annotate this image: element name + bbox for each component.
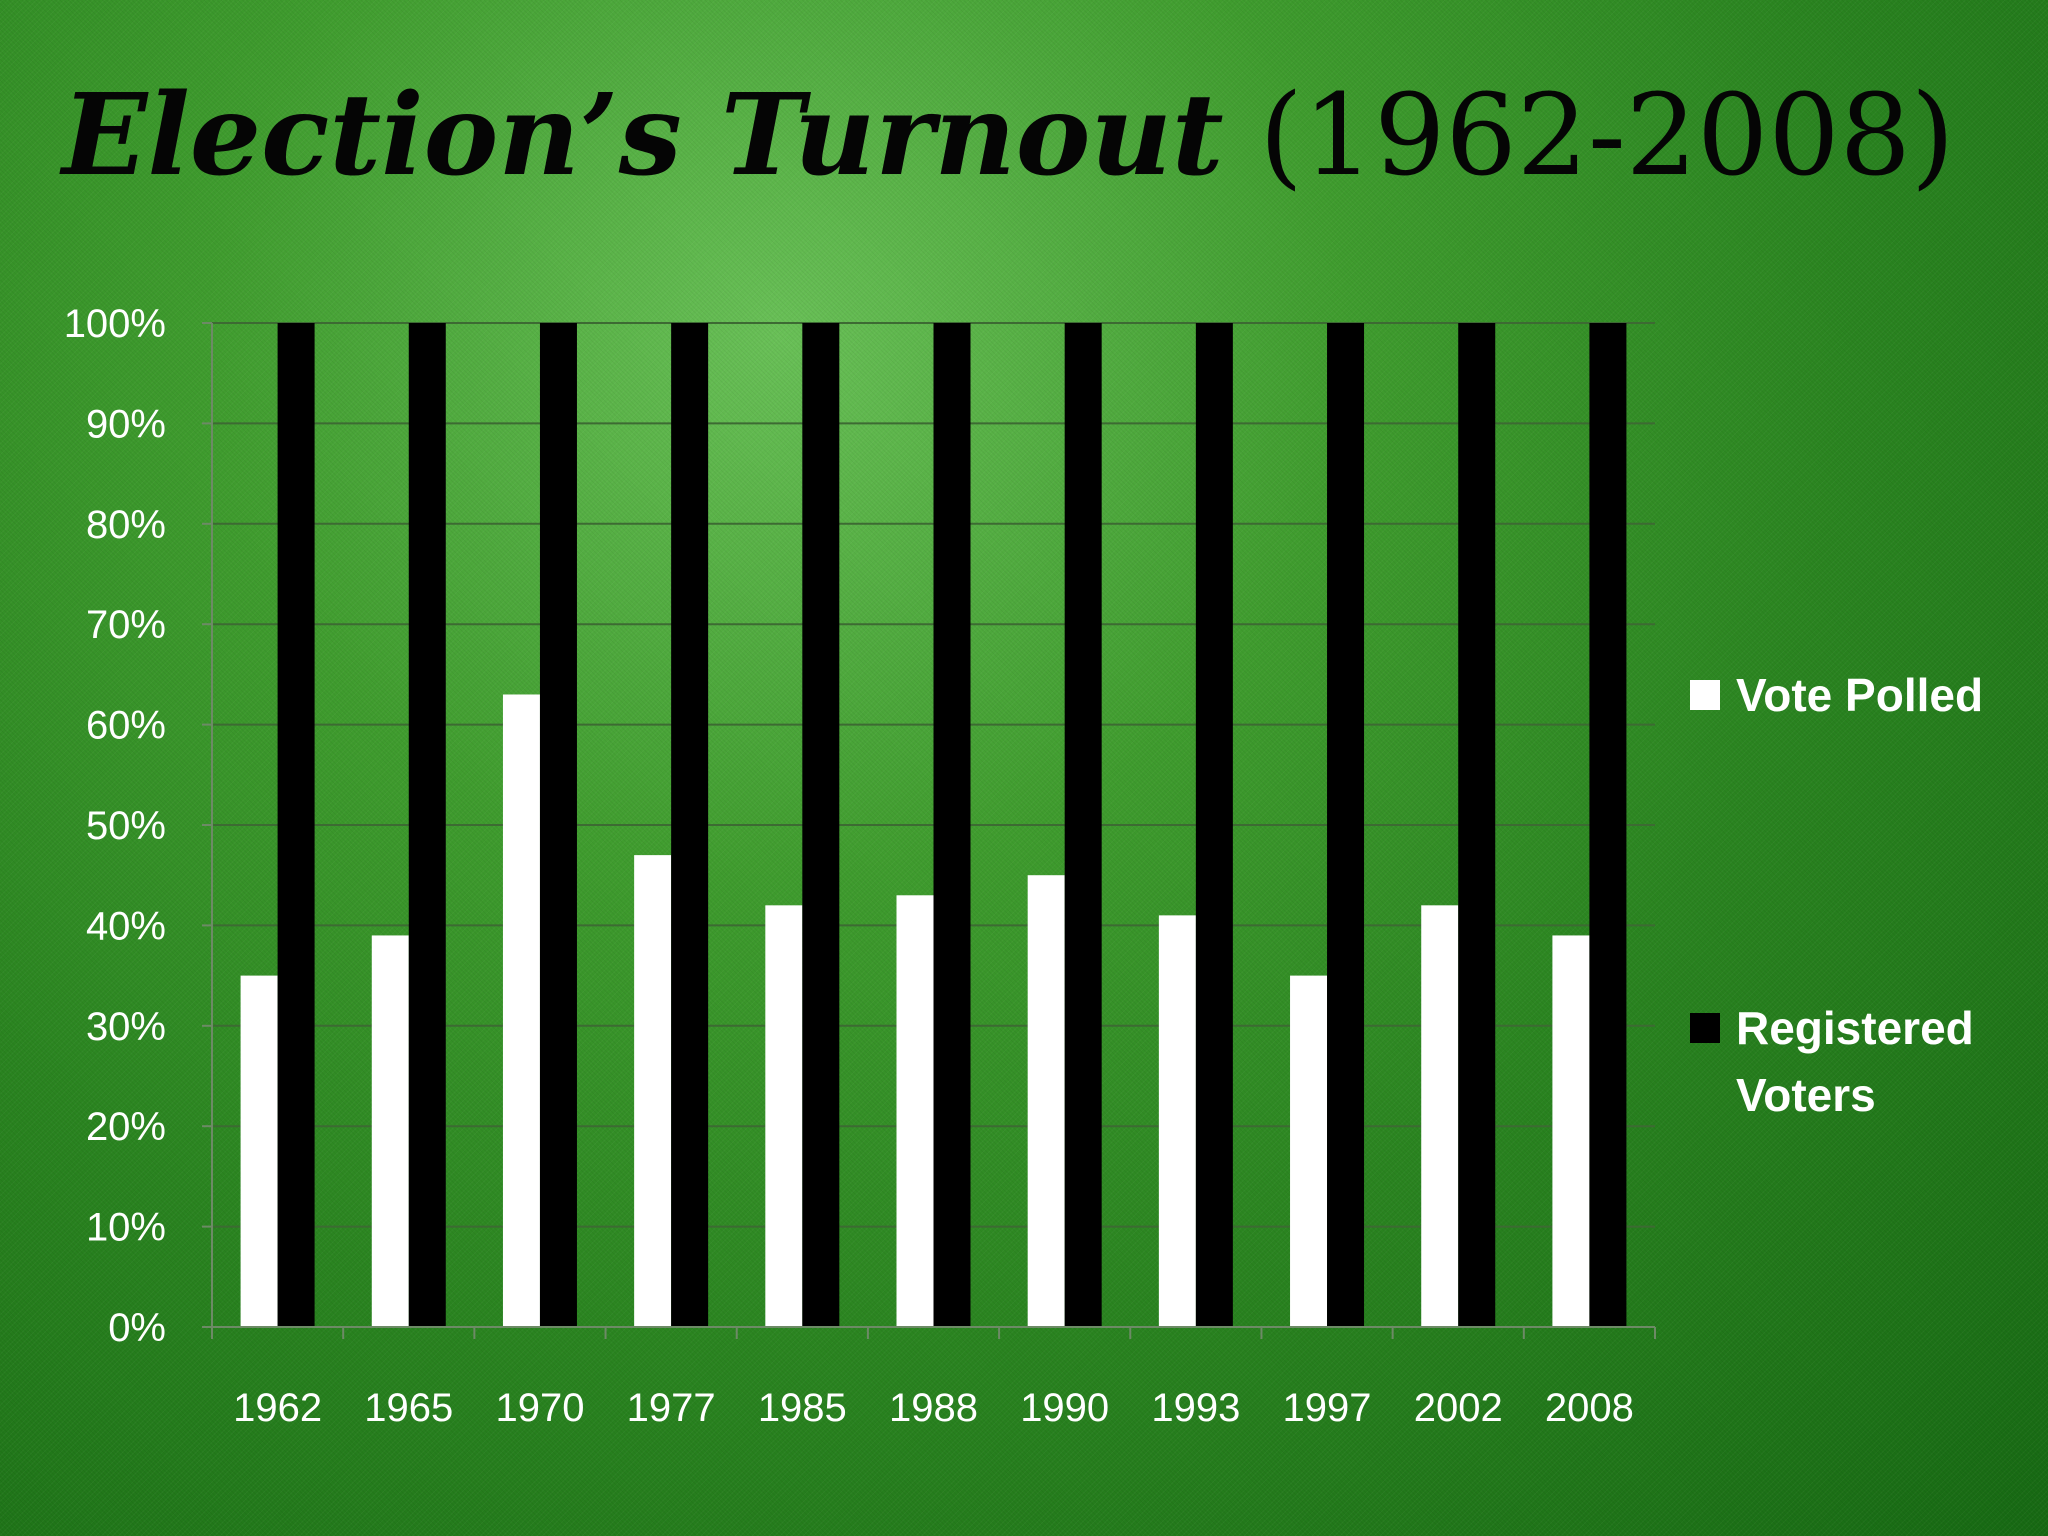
- x-tick-label: 1985: [758, 1386, 847, 1430]
- chart-title: Election’s Turnout (1962-2008): [62, 70, 1955, 201]
- y-tick-label: 20%: [86, 1105, 166, 1149]
- y-tick-label: 100%: [64, 302, 166, 346]
- legend-item-registered-voters: Registered Voters: [1690, 995, 2026, 1128]
- bar-vote-polled: [1552, 935, 1590, 1327]
- legend-label-vote-polled: Vote Polled: [1736, 669, 1984, 721]
- y-tick-label: 90%: [86, 402, 166, 446]
- y-axis-tick-labels: 0% 10% 20% 30% 40% 50% 60% 70% 80% 90% 100%: [64, 302, 166, 1350]
- y-tick-label: 30%: [86, 1005, 166, 1049]
- x-tick-label: 2008: [1545, 1386, 1634, 1430]
- bar-vote-polled: [1027, 875, 1065, 1327]
- bar-vote-polled: [1158, 915, 1196, 1327]
- legend: Vote Polled Registered Voters: [1690, 0, 2030, 1536]
- bar-vote-polled: [502, 694, 540, 1327]
- bar-registered-voters: [1327, 323, 1365, 1327]
- title-main: Election’s Turnout: [62, 70, 1224, 201]
- x-axis-tick-labels: 1962 1965 1970 1977 1985 1988 1990 1993 1997 2002…: [233, 1386, 1634, 1430]
- y-tick-label: 60%: [86, 704, 166, 748]
- bar-vote-polled: [1290, 975, 1328, 1327]
- bar-vote-polled: [765, 905, 803, 1327]
- y-tick-label: 10%: [86, 1206, 166, 1250]
- bar-registered-voters: [1195, 323, 1233, 1327]
- bar-registered-voters: [1064, 323, 1102, 1327]
- y-tick-label: 50%: [86, 804, 166, 848]
- y-tick-label: 40%: [86, 904, 166, 948]
- bar-registered-voters: [1589, 323, 1627, 1327]
- bar-vote-polled: [634, 855, 672, 1327]
- bar-vote-polled: [896, 895, 934, 1327]
- bar-vote-polled: [240, 975, 278, 1327]
- bars: [240, 323, 1627, 1327]
- legend-label-registered-voters: Registered Voters: [1736, 1002, 1974, 1121]
- x-tick-label: 1988: [889, 1386, 978, 1430]
- legend-swatch-vote-polled: [1690, 680, 1720, 710]
- y-tick-label: 80%: [86, 503, 166, 547]
- x-tick-label: 1970: [495, 1386, 584, 1430]
- bar-registered-voters: [277, 323, 315, 1327]
- bar-registered-voters: [802, 323, 840, 1327]
- axes: [202, 322, 1656, 1339]
- bar-registered-voters: [1458, 323, 1496, 1327]
- bar-registered-voters: [933, 323, 971, 1327]
- x-tick-label: 1962: [233, 1386, 322, 1430]
- y-tick-label: 0%: [108, 1306, 166, 1350]
- bar-registered-voters: [408, 323, 446, 1327]
- x-tick-label: 2002: [1414, 1386, 1503, 1430]
- bar-vote-polled: [1421, 905, 1459, 1327]
- bar-registered-voters: [671, 323, 709, 1327]
- x-tick-label: 1993: [1151, 1386, 1240, 1430]
- legend-swatch-registered-voters: [1690, 1013, 1720, 1043]
- x-tick-label: 1997: [1283, 1386, 1372, 1430]
- x-tick-label: 1990: [1020, 1386, 1109, 1430]
- x-tick-label: 1977: [627, 1386, 716, 1430]
- title-years: (1962-2008): [1223, 71, 1955, 201]
- bar-registered-voters: [539, 323, 577, 1327]
- legend-item-vote-polled: Vote Polled: [1690, 662, 2026, 729]
- y-tick-label: 70%: [86, 603, 166, 647]
- x-tick-label: 1965: [364, 1386, 453, 1430]
- bar-vote-polled: [371, 935, 409, 1327]
